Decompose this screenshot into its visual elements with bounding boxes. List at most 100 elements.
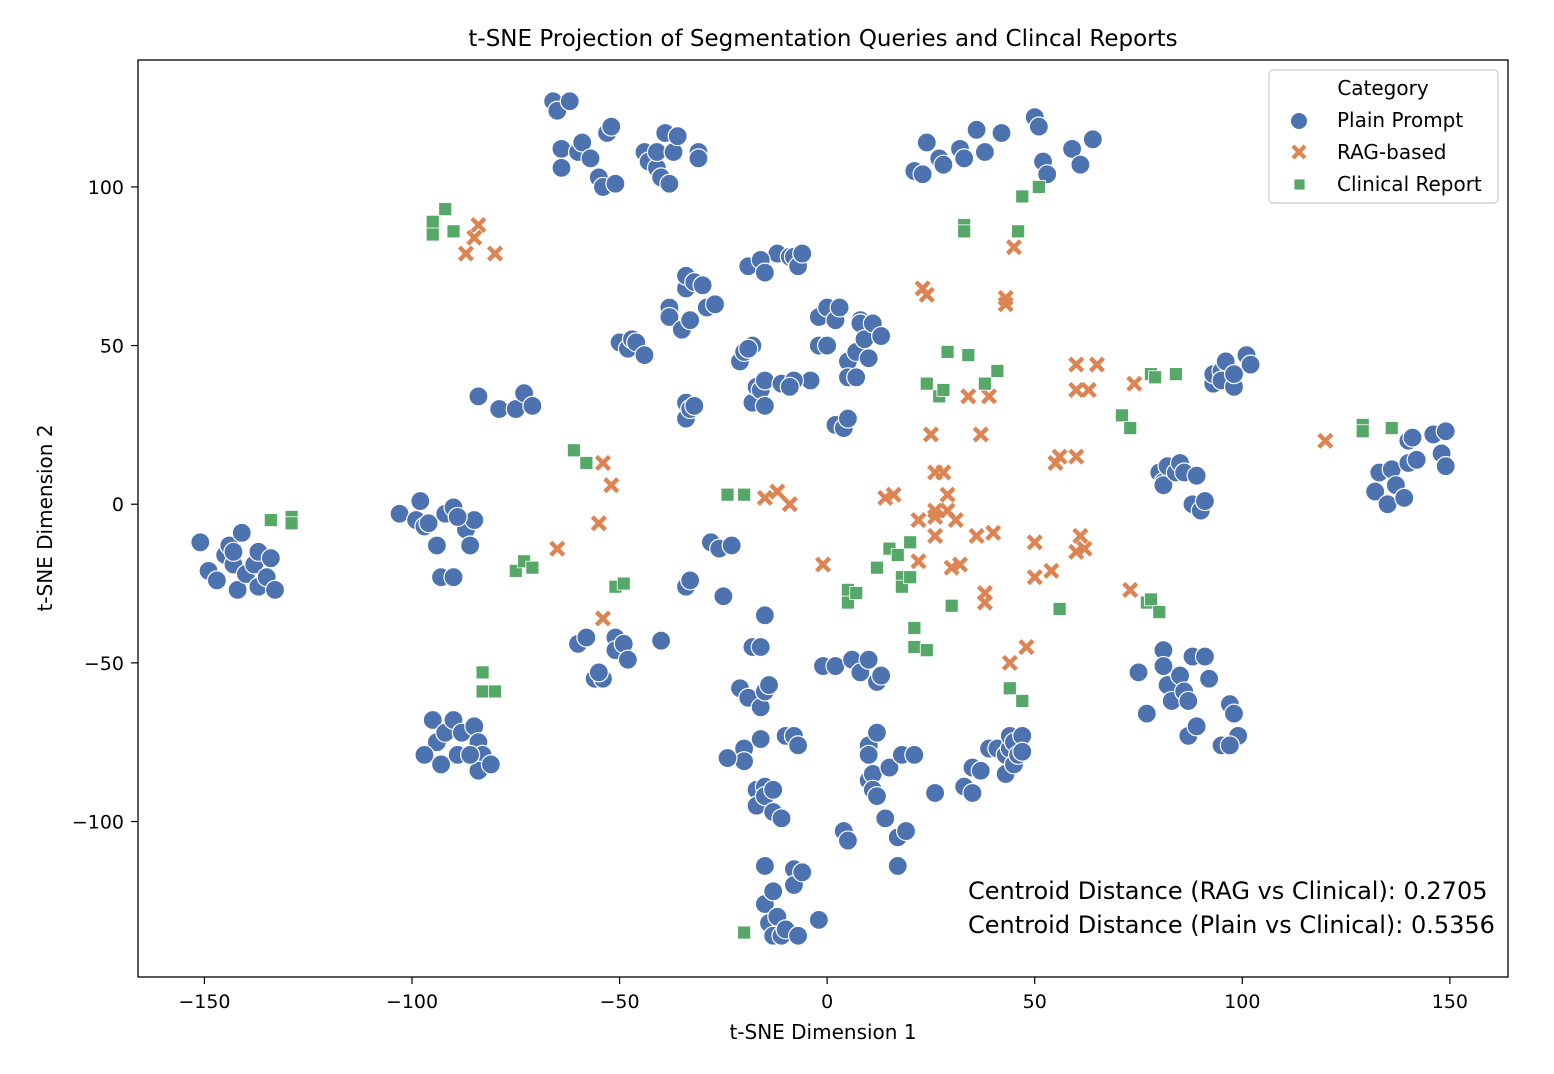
point-clinical-report — [903, 535, 918, 550]
point-plain-prompt — [1186, 716, 1207, 737]
point-plain-prompt — [991, 122, 1012, 144]
point-plain-prompt — [522, 395, 543, 416]
plot-frame — [137, 59, 1509, 978]
point-plain-prompt — [750, 728, 771, 750]
point-plain-prompt — [1070, 154, 1091, 175]
legend-label-plain-prompt: Plain Prompt — [1337, 108, 1463, 132]
y-tick-label: 0 — [112, 494, 124, 516]
point-plain-prompt — [763, 881, 784, 902]
legend-label-clinical-report: Clinical Report — [1337, 172, 1482, 196]
x-tick-label: −150 — [178, 991, 230, 1013]
point-clinical-report — [475, 665, 490, 680]
point-plain-prompt — [754, 855, 775, 877]
point-plain-prompt — [771, 808, 792, 829]
point-clinical-report — [919, 376, 934, 391]
point-clinical-report — [849, 586, 864, 600]
point-rag-based — [985, 524, 1002, 541]
point-rag-based — [603, 477, 620, 494]
point-clinical-report — [737, 925, 752, 940]
point-plain-prompt — [414, 744, 435, 765]
point-plain-prompt — [754, 262, 775, 283]
point-plain-prompt — [264, 579, 286, 600]
point-plain-prompt — [763, 779, 784, 800]
point-plain-prompt — [721, 535, 742, 556]
point-plain-prompt — [650, 630, 672, 651]
point-clinical-report — [940, 345, 955, 359]
point-plain-prompt — [837, 408, 859, 429]
point-clinical-report — [903, 570, 918, 585]
point-rag-based — [769, 483, 786, 500]
point-clinical-report — [1015, 694, 1030, 708]
point-clinical-report — [1115, 408, 1129, 423]
point-clinical-report — [475, 684, 490, 699]
point-plain-prompt — [792, 862, 813, 883]
point-plain-prompt — [966, 119, 987, 140]
point-plain-prompt — [817, 335, 838, 356]
x-axis-label: t-SNE Dimension 1 — [729, 1020, 916, 1044]
point-clinical-report — [1011, 224, 1026, 239]
point-rag-based — [1068, 356, 1085, 373]
point-plain-prompt — [447, 506, 468, 528]
point-plain-prompt — [418, 513, 439, 534]
point-plain-prompt — [829, 297, 850, 318]
point-plain-prompt — [904, 744, 925, 765]
point-rag-based — [466, 229, 483, 246]
point-clinical-report — [1168, 367, 1183, 382]
point-rag-based — [594, 454, 612, 472]
point-plain-prompt — [1136, 703, 1157, 724]
legend-marker-clinical-report — [1293, 178, 1306, 191]
point-rag-based — [968, 527, 985, 545]
point-plain-prompt — [480, 754, 501, 775]
point-plain-prompt — [1435, 421, 1456, 442]
point-clinical-report — [919, 643, 934, 658]
point-plain-prompt — [1394, 487, 1415, 508]
legend-label-rag-based: RAG-based — [1337, 140, 1447, 164]
point-plain-prompt — [792, 243, 813, 264]
point-plain-prompt — [1223, 364, 1245, 385]
point-plain-prompt — [1178, 690, 1199, 712]
x-tick-label: −100 — [386, 991, 438, 1013]
point-clinical-report — [488, 684, 502, 699]
point-plain-prompt — [837, 830, 859, 851]
legend-box — [1268, 69, 1499, 204]
point-plain-prompt — [871, 325, 892, 347]
point-rag-based — [951, 556, 969, 573]
point-rag-based — [972, 426, 989, 443]
point-clinical-report — [870, 560, 884, 575]
point-rag-based — [927, 527, 944, 545]
point-rag-based — [1088, 356, 1106, 373]
point-plain-prompt — [912, 164, 933, 185]
point-rag-based — [997, 296, 1014, 313]
point-plain-prompt — [858, 744, 879, 765]
x-tick-label: 50 — [1023, 991, 1047, 1013]
point-plain-prompt — [1194, 490, 1216, 512]
point-plain-prompt — [260, 548, 281, 569]
point-clinical-report — [907, 640, 922, 654]
point-clinical-report — [907, 621, 922, 635]
point-plain-prompt — [460, 744, 481, 765]
point-plain-prompt — [1194, 646, 1216, 667]
point-plain-prompt — [754, 370, 775, 391]
point-plain-prompt — [846, 367, 867, 388]
annotation-rag-vs-clinical: Centroid Distance (RAG vs Clinical): 0.2… — [968, 877, 1488, 905]
point-plain-prompt — [1402, 427, 1423, 448]
point-clinical-report — [525, 560, 540, 575]
point-rag-based — [549, 540, 566, 557]
point-clinical-report — [978, 376, 992, 391]
x-tick-label: −50 — [600, 991, 640, 1013]
point-plain-prompt — [1028, 116, 1049, 137]
point-plain-prompt — [750, 636, 771, 658]
y-tick-label: 100 — [88, 177, 124, 199]
point-rag-based — [939, 486, 956, 503]
point-rag-based — [1051, 448, 1068, 465]
point-plain-prompt — [422, 709, 443, 731]
point-rag-based — [814, 556, 832, 573]
point-plain-prompt — [974, 141, 996, 163]
point-plain-prompt — [426, 535, 448, 556]
point-plain-prompt — [551, 138, 572, 159]
point-rag-based — [1122, 581, 1139, 598]
point-plain-prompt — [1153, 655, 1174, 677]
point-clinical-report — [1384, 421, 1399, 435]
point-plain-prompt — [858, 348, 879, 369]
point-plain-prompt — [1406, 449, 1427, 470]
